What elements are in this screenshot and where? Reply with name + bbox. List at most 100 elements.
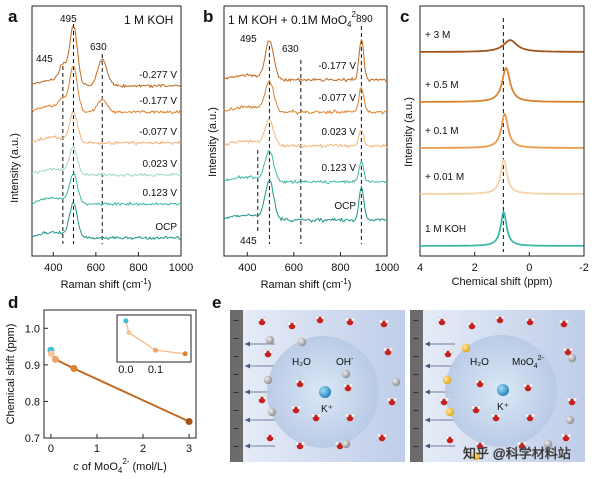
xtick-label-b-400: 400 (238, 262, 256, 274)
water-hydrogen (558, 319, 563, 324)
water-hydrogen (271, 433, 276, 438)
nmr-series-label-2: + 0.1 M (425, 126, 459, 137)
panel-b-peak-890: 890 (356, 14, 373, 25)
d-inset-xtick-label-1: 0.1 (148, 364, 163, 376)
water-hydrogen (321, 315, 326, 320)
d-inset-point-0 (123, 318, 129, 324)
nmr-series-label-0: + 3 M (425, 30, 450, 41)
d-ytick-label-0.7: 0.7 (25, 433, 40, 445)
panel-b-label: b (203, 7, 213, 26)
panel-b-title: 1 M KOH + 0.1M MoO42- (228, 10, 359, 29)
oh-ion (263, 375, 273, 385)
d-point-2 (52, 355, 60, 363)
water-hydrogen (566, 397, 571, 402)
water-hydrogen (351, 317, 356, 322)
right-moo-label: MoO42- (512, 355, 544, 370)
panel-d-label: d (8, 293, 18, 312)
panel-c-ylabel: Intensity (a.u.) (403, 97, 415, 167)
water-hydrogen (531, 413, 536, 418)
oh-ion (543, 439, 553, 449)
water-hydrogen (334, 441, 339, 446)
series-a-3 (31, 145, 182, 178)
electrode-minus: − (233, 334, 239, 345)
d-point-3 (70, 365, 78, 373)
panel-a-xlabel: Raman shift (cm-1) (61, 277, 152, 291)
water-hydrogen (522, 383, 527, 388)
xtick-label-b-800: 800 (331, 262, 349, 274)
water-hydrogen (490, 413, 495, 418)
series-label-b-0: -0.177 V (318, 61, 356, 72)
panel-a-ylabel: Intensity (a.u.) (9, 133, 21, 203)
series-label-b-1: -0.077 V (318, 93, 356, 104)
electrode-minus: − (233, 352, 239, 363)
oh-ion (565, 415, 575, 425)
field-arrowhead (425, 341, 430, 347)
oh-ion (267, 407, 277, 417)
d-xtick-label-2: 2 (140, 443, 146, 455)
nmr-xtick-label-2: 2 (472, 262, 478, 274)
water-hydrogen (481, 441, 486, 446)
nmr-series-4 (420, 210, 584, 247)
water-hydrogen (567, 433, 572, 438)
water-hydrogen (269, 349, 274, 354)
panel-e-label: e (212, 293, 221, 312)
nmr-series-1 (420, 67, 584, 103)
water-hydrogen (351, 413, 356, 418)
water-hydrogen (445, 397, 450, 402)
d-ytick-label-1: 1.0 (25, 323, 40, 335)
water-hydrogen (290, 405, 295, 410)
water-hydrogen (310, 413, 315, 418)
nmr-xtick-label--2: -2 (579, 262, 589, 274)
field-arrowhead (245, 363, 250, 369)
panel-c: c Intensity (a.u.) Chemical shift (ppm) … (400, 5, 589, 288)
series-label-b-3: 0.123 V (322, 163, 357, 174)
water-hydrogen (494, 315, 499, 320)
d-ytick-label-0.8: 0.8 (25, 396, 40, 408)
electrode-minus: − (413, 352, 419, 363)
water-hydrogen (497, 413, 502, 418)
water-hydrogen (531, 317, 536, 322)
water-hydrogen (438, 397, 443, 402)
oh-ion (341, 439, 351, 449)
series-label-a-0: -0.277 V (139, 70, 177, 81)
electrode-minus: − (413, 334, 419, 345)
electrode-minus: − (413, 388, 419, 399)
d-inset-line (125, 320, 186, 355)
field-arrowhead (245, 389, 250, 395)
field-arrowhead (245, 341, 250, 347)
nmr-series-3 (420, 159, 584, 195)
water-hydrogen (436, 317, 441, 322)
molybdate-ion (442, 375, 452, 385)
water-hydrogen (293, 321, 298, 326)
water-hydrogen (349, 383, 354, 388)
field-arrowhead (245, 417, 250, 423)
panel-d-frame (43, 309, 197, 439)
panel-a-peak-630: 630 (90, 42, 107, 53)
panel-e-right-scene: − − − − − − − − K⁺ H₂O MoO42- (410, 310, 585, 462)
water-hydrogen (569, 347, 574, 352)
water-hydrogen (451, 435, 456, 440)
nmr-series-label-3: + 0.01 M (425, 172, 464, 183)
panel-b-ylabel: Intensity (a.u.) (207, 107, 219, 177)
d-ytick-label-0.9: 0.9 (25, 360, 40, 372)
panel-b-peak-445: 445 (240, 236, 257, 247)
series-label-b-2: 0.023 V (322, 127, 357, 138)
d-inset-point-3 (182, 351, 188, 357)
water-hydrogen (470, 405, 475, 410)
electrode-minus: − (233, 442, 239, 453)
molybdate-ion (471, 451, 481, 461)
electrode-minus: − (413, 442, 419, 453)
panel-a-title: 1 M KOH (124, 13, 173, 27)
electrode-minus: − (233, 424, 239, 435)
series-b-0 (223, 38, 388, 83)
left-electrode (230, 310, 243, 462)
oh-ion (341, 369, 351, 379)
panel-a-frame (31, 5, 182, 257)
nmr-series-0 (420, 39, 584, 53)
water-hydrogen (297, 405, 302, 410)
panel-d-ylabel: Chemical shift (ppm) (5, 324, 17, 425)
series-label-a-1: -0.177 V (139, 96, 177, 107)
field-arrowhead (425, 417, 430, 423)
panel-c-label: c (400, 7, 409, 26)
